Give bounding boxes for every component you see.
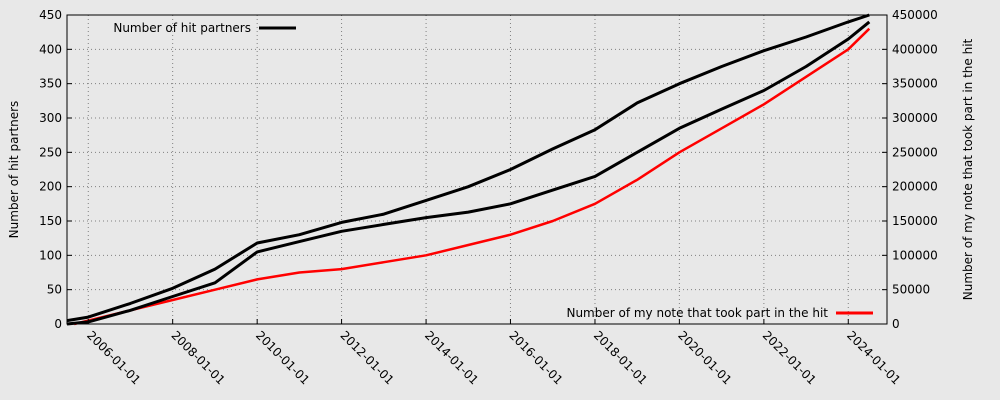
x-tick-label-1: 2008-01-01: [169, 328, 228, 387]
x-tick-label-9: 2024-01-01: [844, 328, 903, 387]
y-right-tick-label-1: 50000: [892, 283, 930, 297]
y-left-tick-label-6: 300: [39, 111, 62, 125]
x-tick-label-3: 2012-01-01: [337, 328, 396, 387]
y-left-tick-label-8: 400: [39, 42, 62, 56]
y-left-tick-label-1: 50: [47, 283, 62, 297]
y-right-tick-label-4: 200000: [892, 180, 938, 194]
y-right-tick-label-9: 450000: [892, 8, 938, 22]
legend-bottom: Number of my note that took part in the …: [566, 306, 873, 320]
plot-frame: [66, 14, 888, 325]
y-left-axis-title: Number of hit partners: [7, 101, 21, 239]
y-left-tick-label-0: 0: [54, 317, 62, 331]
y-right-tick-label-6: 300000: [892, 111, 938, 125]
series-layer: [66, 13, 871, 326]
y-right-tick-label-7: 350000: [892, 77, 938, 91]
y-left-tick-label-9: 450: [39, 8, 62, 22]
y-right-tick-label-0: 0: [892, 317, 900, 331]
series-line-2: [73, 27, 871, 326]
x-tick-label-5: 2016-01-01: [506, 328, 565, 387]
x-axis-ticks: 2006-01-01 2008-01-01 2010-01-01 2012-01-01…: [84, 319, 903, 387]
y-right-tick-label-3: 150000: [892, 214, 938, 228]
series-line-1: [66, 20, 871, 326]
series-line-0: [66, 13, 870, 323]
x-tick-label-4: 2014-01-01: [422, 328, 481, 387]
y-left-axis-ticks: 0 50 100 150 200 250 300 350 400 450: [39, 8, 72, 331]
y-right-tick-label-8: 400000: [892, 42, 938, 56]
x-tick-label-8: 2022-01-01: [760, 328, 819, 387]
legend-top: Number of hit partners: [113, 21, 296, 35]
y-left-tick-label-7: 350: [39, 77, 62, 91]
x-tick-label-0: 2006-01-01: [84, 328, 143, 387]
x-tick-label-7: 2020-01-01: [675, 328, 734, 387]
x-tick-label-6: 2018-01-01: [591, 328, 650, 387]
x-tick-label-2: 2010-01-01: [253, 328, 312, 387]
y-right-axis-ticks: 0 50000 100000 150000 200000 250000 300000 3500…: [882, 8, 938, 331]
grid: [67, 14, 887, 325]
legend-label-hit-partners: Number of hit partners: [113, 21, 251, 35]
y-left-tick-label-2: 100: [39, 248, 62, 262]
legend-label-notes: Number of my note that took part in the …: [566, 306, 828, 320]
y-left-tick-label-4: 200: [39, 180, 62, 194]
y-left-tick-label-5: 250: [39, 145, 62, 159]
y-right-tick-label-2: 100000: [892, 248, 938, 262]
y-right-axis-title: Number of my note that took part in the …: [961, 38, 975, 300]
y-left-tick-label-3: 150: [39, 214, 62, 228]
y-right-tick-label-5: 250000: [892, 145, 938, 159]
